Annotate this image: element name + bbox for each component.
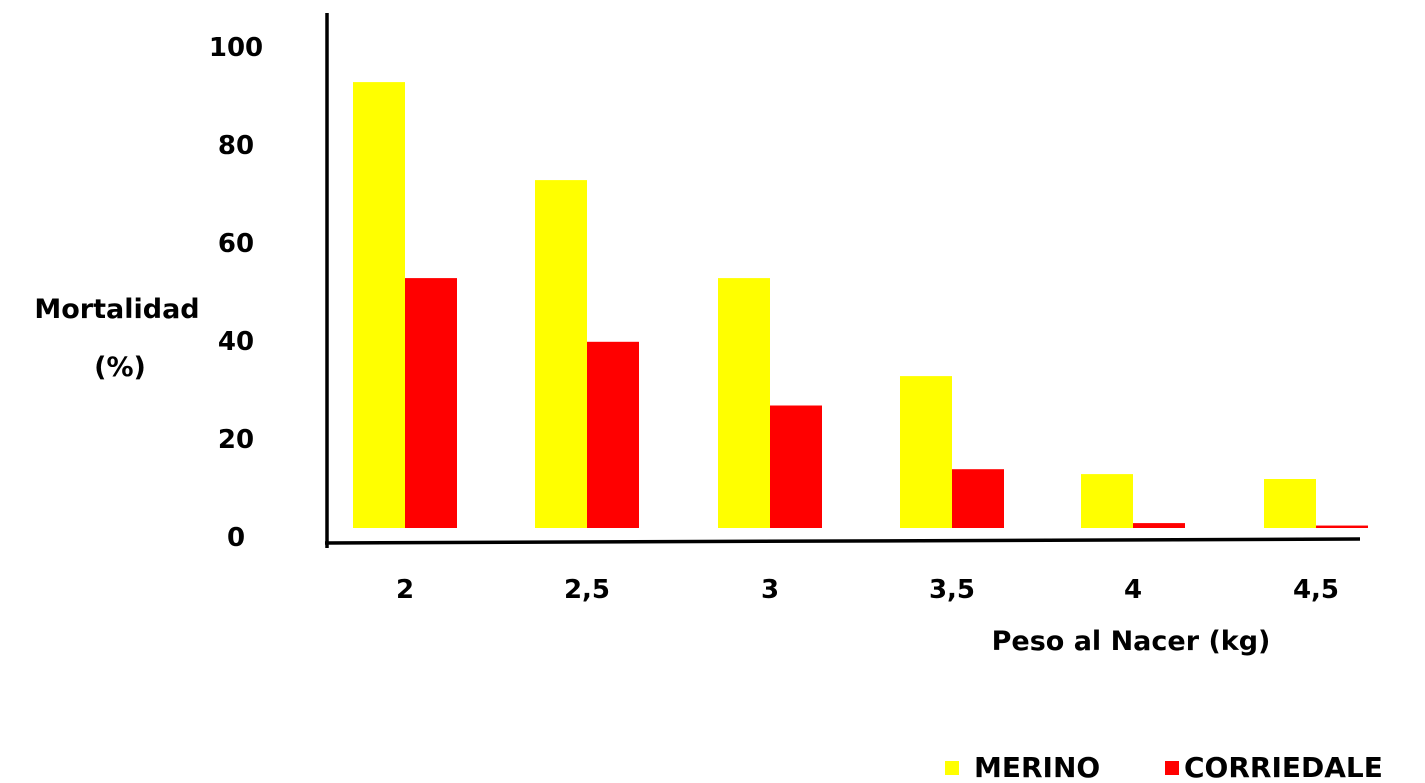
- x-axis-title: Peso al Nacer (kg): [992, 626, 1271, 657]
- x-axis-line: [324, 537, 1361, 545]
- bar-corriedale-4-5: [1316, 525, 1368, 528]
- bar-corriedale-3-5: [952, 469, 1004, 528]
- x-tick-label-3: 3: [761, 575, 779, 605]
- bar-corriedale-2-5: [587, 341, 639, 528]
- bar-merino-2-5: [535, 180, 587, 528]
- y-tick-label-40: 40: [218, 327, 254, 357]
- legend-swatch-corriedale: [1165, 761, 1179, 775]
- x-tick-label-2: 2: [396, 575, 414, 605]
- bar-merino-4: [1081, 474, 1133, 528]
- bar-corriedale-4: [1133, 523, 1185, 528]
- legend-label-merino: MERINO: [974, 751, 1100, 783]
- bar-corriedale-3: [770, 405, 822, 528]
- y-tick-labels: 0 20 40 60 80 100: [209, 33, 263, 553]
- legend-swatch-merino: [945, 761, 959, 775]
- y-tick-label-80: 80: [218, 131, 254, 161]
- y-tick-label-60: 60: [218, 229, 254, 259]
- y-tick-label-20: 20: [218, 425, 254, 455]
- y-tick-label-0: 0: [227, 523, 245, 553]
- bar-merino-2: [353, 82, 405, 528]
- x-tick-label-2-5: 2,5: [564, 575, 610, 605]
- bar-merino-3-5: [900, 376, 952, 528]
- x-tick-label-4: 4: [1124, 575, 1142, 605]
- x-tick-label-4-5: 4,5: [1293, 575, 1339, 605]
- bar-merino-3: [718, 278, 770, 528]
- y-tick-label-100: 100: [209, 33, 263, 63]
- legend: MERINO CORRIEDALE: [945, 751, 1383, 783]
- legend-label-corriedale: CORRIEDALE: [1184, 751, 1383, 783]
- y-axis-title-line-2: (%): [94, 352, 146, 383]
- y-axis-title-line-1: Mortalidad: [34, 294, 199, 325]
- bar-corriedale-2: [405, 278, 457, 528]
- x-tick-labels: 2 2,5 3 3,5 4 4,5: [396, 575, 1339, 605]
- bar-merino-4-5: [1264, 479, 1316, 528]
- x-tick-label-3-5: 3,5: [929, 575, 975, 605]
- bars-layer: [353, 82, 1368, 528]
